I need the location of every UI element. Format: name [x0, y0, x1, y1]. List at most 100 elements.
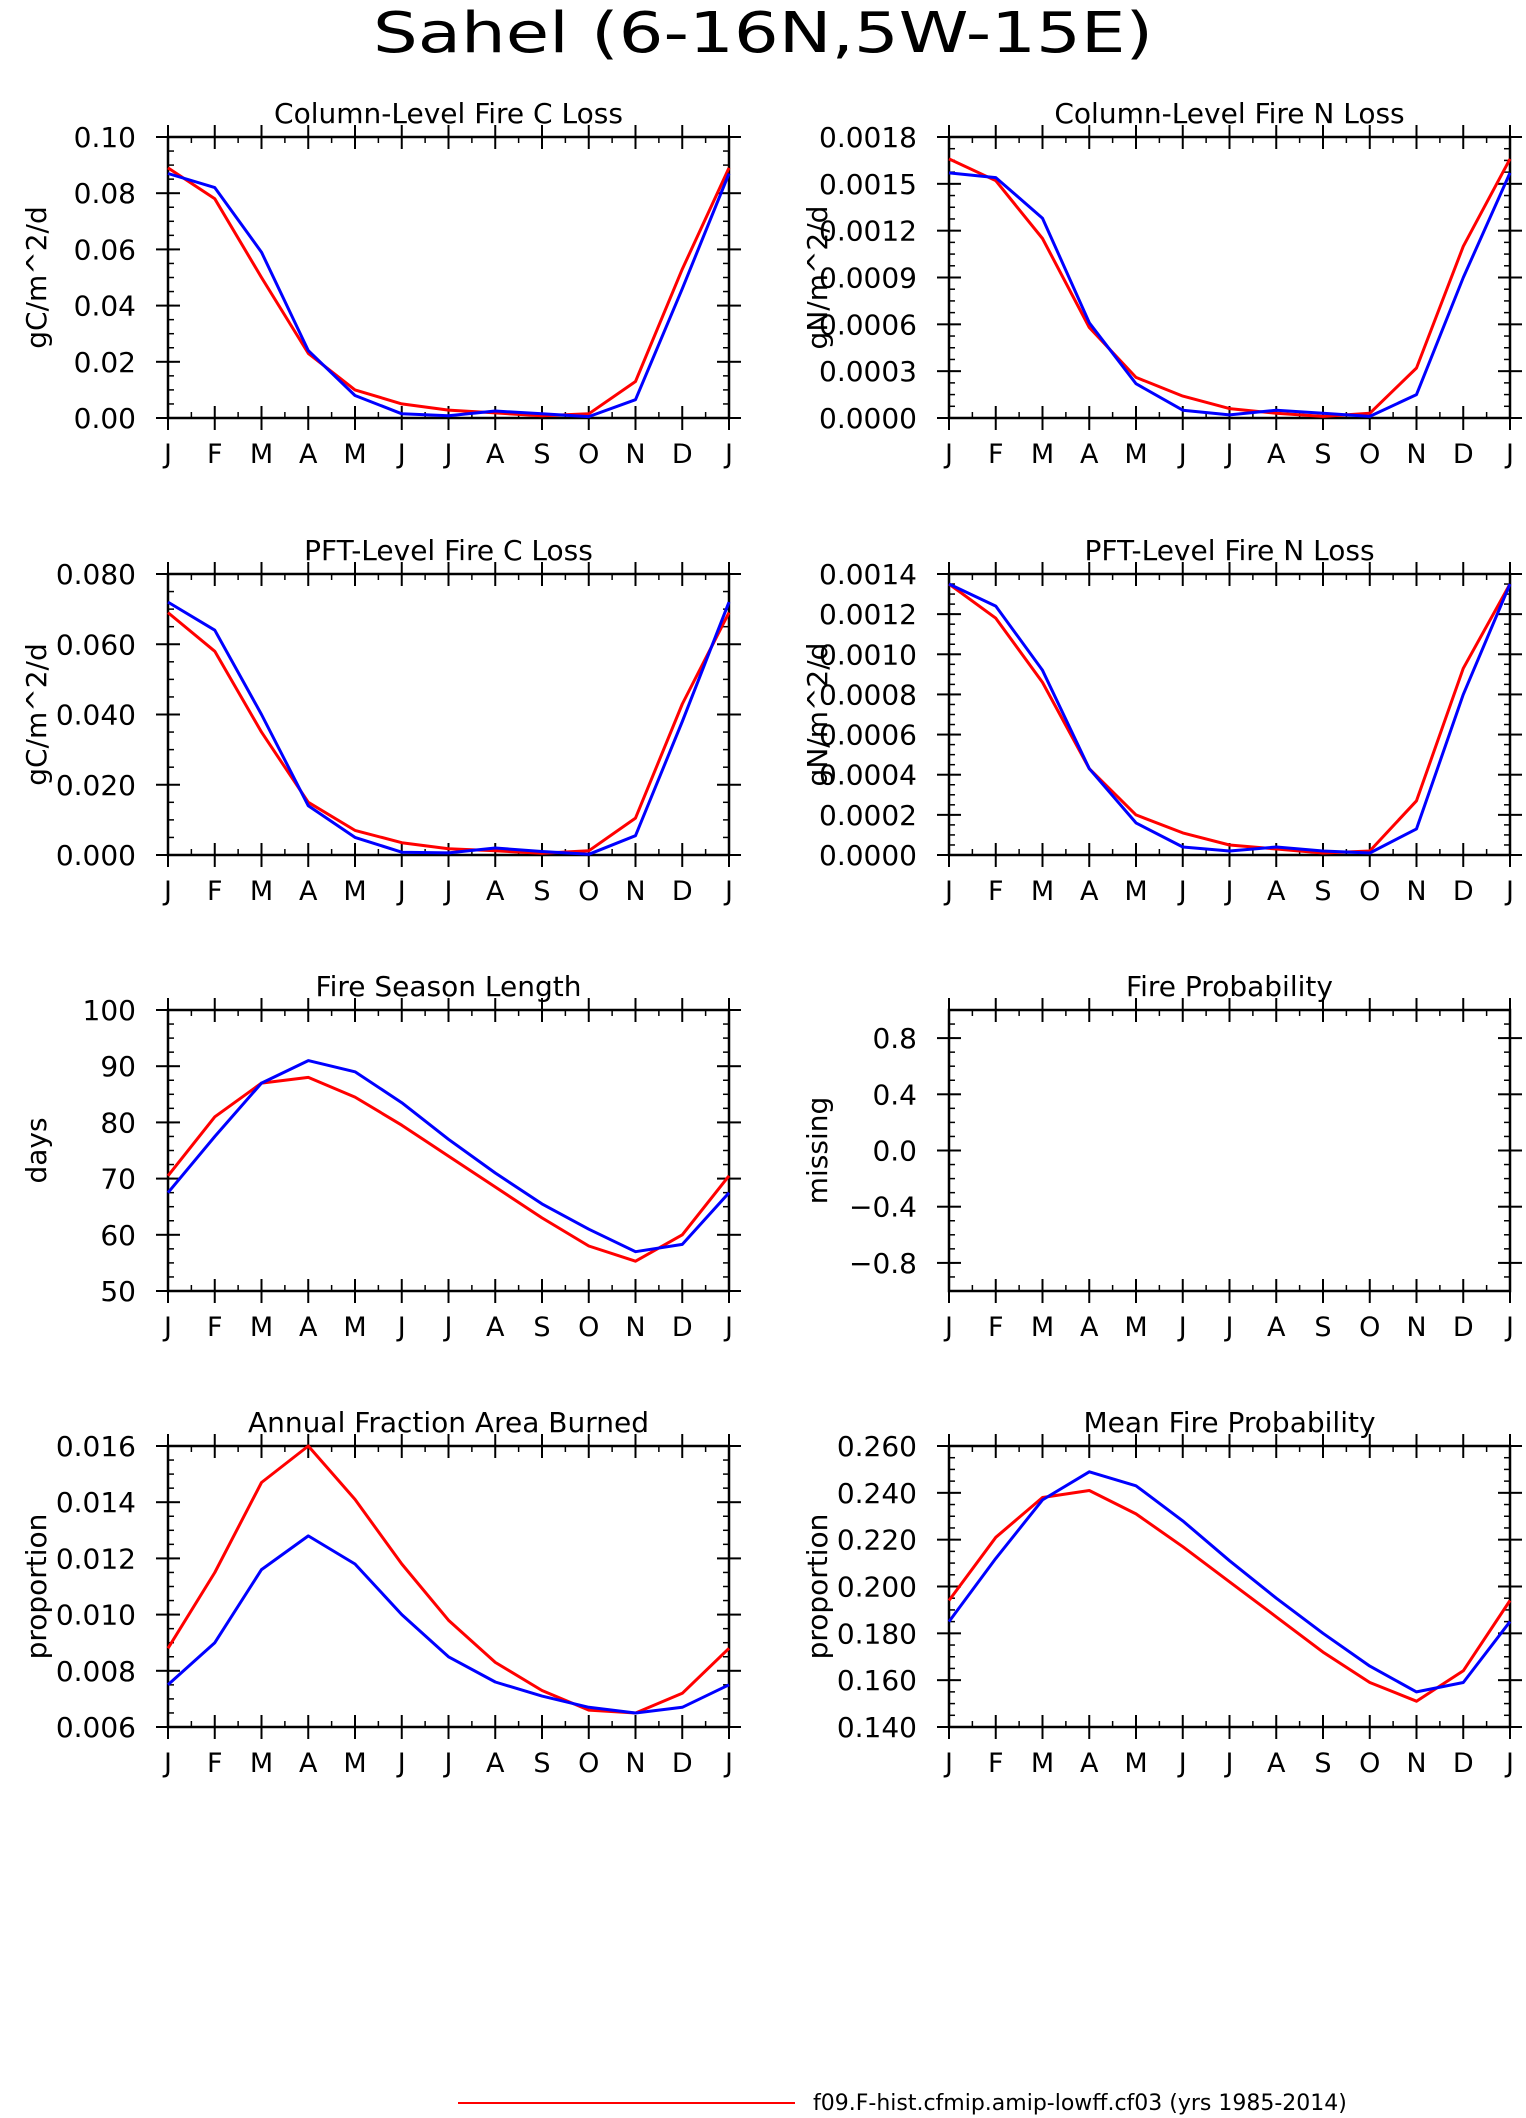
- x-tick-label: S: [1314, 876, 1331, 907]
- x-tick-label: D: [672, 876, 693, 907]
- y-tick-label: 0.0018: [819, 121, 917, 154]
- x-tick-label: A: [299, 439, 318, 470]
- series-line-red: [948, 582, 1512, 855]
- y-tick-label: 0.020: [56, 769, 136, 802]
- x-tick-label: D: [672, 1312, 693, 1343]
- x-tick-label: J: [443, 1312, 453, 1343]
- x-tick-label: A: [299, 876, 318, 907]
- y-tick-label: 0.200: [837, 1571, 917, 1604]
- x-tick-label: J: [396, 876, 406, 907]
- panel-title: Column-Level Fire C Loss: [274, 97, 623, 130]
- panel-title: PFT-Level Fire C Loss: [304, 534, 593, 567]
- plot-frame: [947, 1008, 1512, 1293]
- x-tick-label: M: [1031, 876, 1054, 907]
- x-tick-label: J: [443, 876, 453, 907]
- x-tick-label: M: [250, 1312, 273, 1343]
- x-tick-label: D: [1453, 439, 1474, 470]
- y-tick-label: 0.4: [872, 1078, 917, 1111]
- x-tick-label: A: [486, 1312, 505, 1343]
- y-tick-label: 0.0006: [819, 308, 917, 341]
- x-tick-label: J: [943, 1312, 953, 1343]
- x-tick-label: J: [1177, 876, 1187, 907]
- y-tick-label: 0.012: [56, 1542, 136, 1575]
- y-tick-label: 0.010: [56, 1599, 136, 1632]
- series-line-blue: [948, 582, 1512, 855]
- x-tick-label: J: [443, 439, 453, 470]
- series-line-red: [948, 157, 1512, 418]
- x-tick-label: J: [1177, 439, 1187, 470]
- x-tick-label: J: [723, 1748, 733, 1779]
- x-tick-label: N: [1406, 1312, 1426, 1343]
- x-tick-label: J: [723, 439, 733, 470]
- series-line-red: [166, 1444, 731, 1715]
- x-tick-label: A: [299, 1748, 318, 1779]
- panel-3: J F M A M J J A S O N D J0.0000.0200.0400.0600.080gC…: [20, 534, 741, 907]
- x-tick-label: M: [1124, 439, 1147, 470]
- series-line-blue: [948, 171, 1512, 418]
- x-tick-label: N: [625, 1748, 645, 1779]
- series-line-blue: [166, 1059, 731, 1254]
- x-tick-label: N: [1406, 1748, 1426, 1779]
- y-axis-label: gN/m^2/d: [801, 643, 834, 787]
- x-tick-label: J: [1177, 1312, 1187, 1343]
- series-line-red: [167, 611, 731, 855]
- panel-8: J F M A M J J A S O N D J0.1400.1600.1800.2000.2200.…: [801, 1406, 1522, 1779]
- x-tick-label: A: [1080, 1312, 1099, 1343]
- y-tick-label: 0.0008: [819, 678, 917, 711]
- x-tick-label: J: [1224, 876, 1234, 907]
- x-tick-label: D: [672, 439, 693, 470]
- x-tick-label: S: [533, 1748, 550, 1779]
- y-tick-label: 0.0000: [819, 402, 917, 435]
- x-tick-label: F: [207, 876, 223, 907]
- x-tick-label: J: [162, 439, 172, 470]
- x-tick-label: N: [1406, 439, 1426, 470]
- panel-title: Column-Level Fire N Loss: [1054, 97, 1404, 130]
- x-tick-label: J: [1504, 876, 1514, 907]
- y-tick-label: 0.014: [56, 1486, 136, 1519]
- plot-frame: [947, 135, 1512, 420]
- panels: J F M A M J J A S O N D J0.000.020.040.060.080.10gC/…: [20, 97, 1522, 1779]
- y-axis-label: gC/m^2/d: [20, 643, 53, 786]
- panel-1: J F M A M J J A S O N D J0.000.020.040.060.080.10gC/…: [20, 97, 741, 470]
- y-tick-label: 0.0006: [819, 719, 917, 752]
- x-tick-label: A: [486, 439, 505, 470]
- x-tick-label: J: [443, 1748, 453, 1779]
- x-tick-label: A: [1267, 1748, 1286, 1779]
- x-tick-label: J: [1177, 1748, 1187, 1779]
- y-axis-label: proportion: [20, 1514, 53, 1660]
- x-tick-label: N: [1406, 876, 1426, 907]
- y-tick-label: 50: [100, 1275, 136, 1308]
- y-tick-label: 0.180: [837, 1617, 917, 1650]
- x-tick-label: N: [625, 1312, 645, 1343]
- y-tick-label: 70: [100, 1163, 136, 1196]
- x-tick-label: F: [988, 1312, 1004, 1343]
- panel-title: Fire Season Length: [316, 970, 582, 1003]
- x-tick-label: J: [1224, 1312, 1234, 1343]
- x-tick-label: O: [578, 1748, 599, 1779]
- x-tick-label: F: [988, 439, 1004, 470]
- x-tick-label: J: [396, 439, 406, 470]
- x-tick-label: J: [943, 1748, 953, 1779]
- y-tick-label: 0.06: [74, 233, 136, 266]
- panel-2: J F M A M J J A S O N D J0.00000.00030.00060.00090.0…: [801, 97, 1522, 470]
- x-tick-label: M: [343, 1312, 366, 1343]
- y-tick-label: 100: [83, 994, 136, 1027]
- y-tick-label: 0.0010: [819, 638, 917, 671]
- y-tick-label: 80: [100, 1106, 136, 1139]
- x-tick-label: F: [207, 439, 223, 470]
- x-tick-label: J: [943, 876, 953, 907]
- x-tick-label: A: [299, 1312, 318, 1343]
- y-tick-label: 0.0003: [819, 355, 917, 388]
- x-tick-label: M: [250, 876, 273, 907]
- y-tick-label: 0.080: [56, 558, 136, 591]
- y-tick-label: −0.4: [849, 1191, 917, 1224]
- x-tick-label: O: [1359, 1312, 1380, 1343]
- x-tick-label: D: [1453, 1748, 1474, 1779]
- x-tick-label: A: [486, 876, 505, 907]
- plot-frame: [947, 572, 1512, 857]
- y-tick-label: 0.0015: [819, 168, 917, 201]
- x-tick-label: O: [578, 439, 599, 470]
- y-tick-label: 0.0012: [819, 598, 917, 631]
